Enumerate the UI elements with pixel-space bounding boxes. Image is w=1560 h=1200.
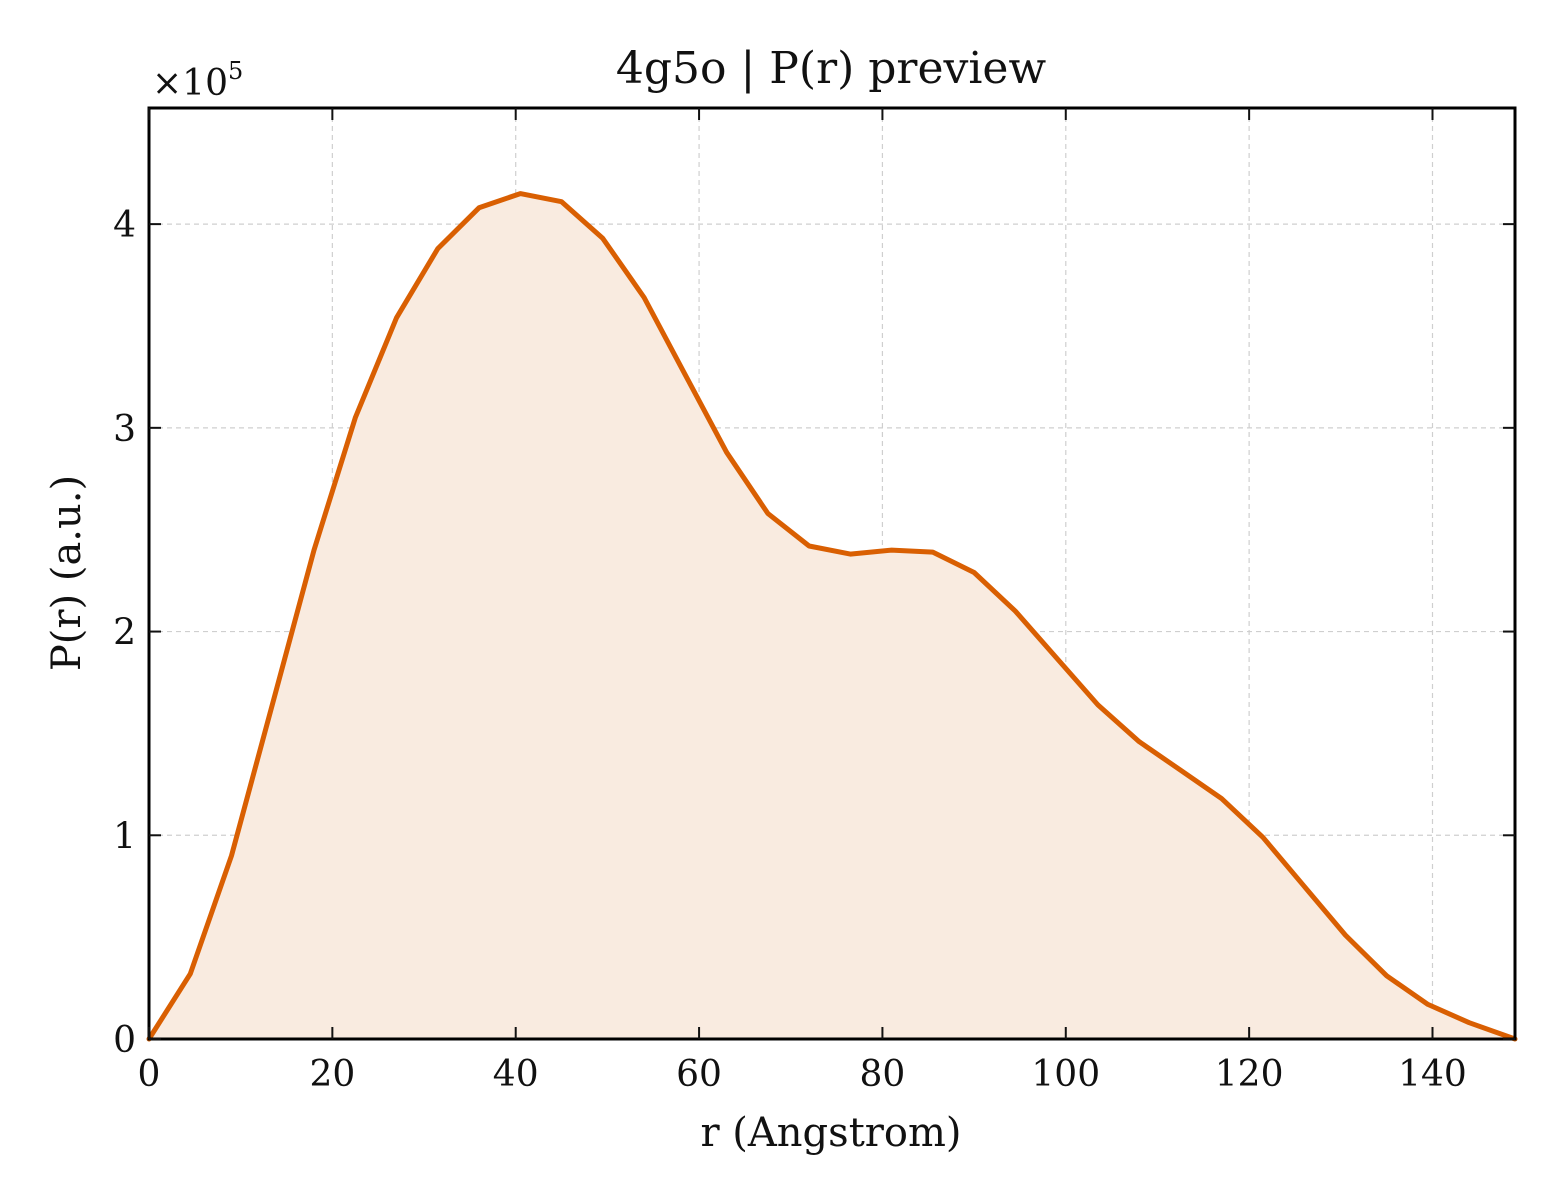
x-tick-label: 40 — [493, 1054, 539, 1095]
y-multiplier-exponent: 5 — [228, 57, 243, 85]
x-tick-label: 100 — [1031, 1054, 1100, 1095]
chart-title: 4g5o | P(r) preview — [616, 43, 1047, 94]
y-multiplier-base: ×10 — [152, 63, 228, 104]
y-tick-label: 2 — [113, 613, 136, 654]
plot-frame — [147, 106, 1517, 1041]
x-tick-label: 120 — [1215, 1054, 1284, 1095]
series-line — [146, 191, 1518, 1042]
x-tick-label: 60 — [676, 1054, 722, 1095]
y-tick-label: 4 — [113, 205, 136, 246]
x-axis-label: r (Angstrom) — [700, 1110, 961, 1156]
x-tick-label: 0 — [138, 1054, 161, 1095]
y-multiplier-label: ×105 — [152, 57, 243, 104]
x-tick-label: 140 — [1398, 1054, 1467, 1095]
x-tick-label: 20 — [309, 1054, 355, 1095]
area-fill — [149, 193, 1515, 1040]
ticks-layer: 0 20 40 60 80 100 120 140 0 1 2 3 4 — [113, 108, 1515, 1095]
y-tick-label: 0 — [113, 1020, 136, 1061]
y-axis-label: P(r) (a.u.) — [44, 475, 90, 671]
y-tick-label: 3 — [113, 409, 136, 450]
y-tick-label: 1 — [113, 816, 136, 857]
x-tick-label: 80 — [860, 1054, 906, 1095]
